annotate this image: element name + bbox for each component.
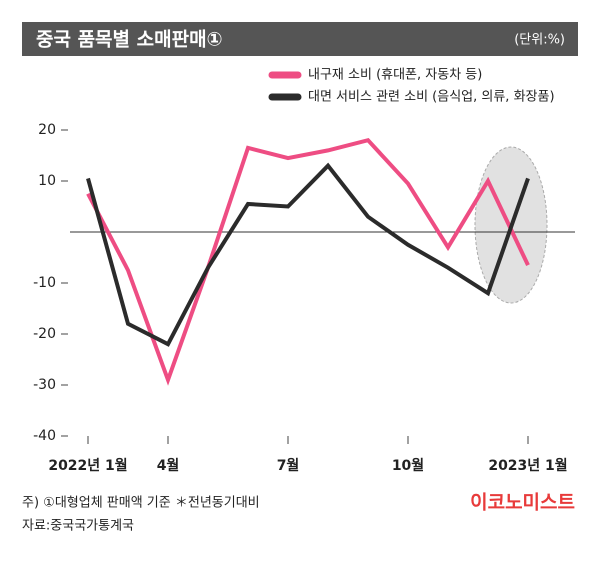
series-line	[86, 137, 530, 386]
y-tick-label: -20	[33, 326, 56, 342]
unit-note: (단위:%)	[514, 33, 565, 48]
header-bar	[22, 22, 578, 56]
y-tick-label: -30	[33, 377, 56, 393]
x-tick-label: 2023년 1월	[488, 457, 567, 474]
x-tick-label: 7월	[277, 457, 300, 474]
note: 주) ①대형업체 판매액 기준 ＊전년동기대비	[22, 496, 260, 511]
y-tick-label: -10	[33, 275, 56, 291]
legend-label: 내구재 소비 (휴대폰, 자동차 등)	[308, 68, 482, 83]
x-tick-label: 4월	[157, 457, 180, 474]
y-tick-label: 10	[38, 173, 56, 189]
y-tick-label: 20	[38, 122, 56, 138]
x-tick-label: 10월	[392, 457, 424, 474]
series-line	[86, 162, 530, 347]
legend-label: 대면 서비스 관련 소비 (음식업, 의류, 화장품)	[308, 90, 555, 105]
chart-title: 중국 품목별 소매판매①	[36, 29, 223, 51]
y-tick-label: -40	[33, 428, 56, 444]
brand: 이코노미스트	[470, 492, 575, 514]
source: 자료:중국국가통계국	[22, 519, 134, 534]
x-tick-label: 2022년 1월	[48, 457, 127, 474]
